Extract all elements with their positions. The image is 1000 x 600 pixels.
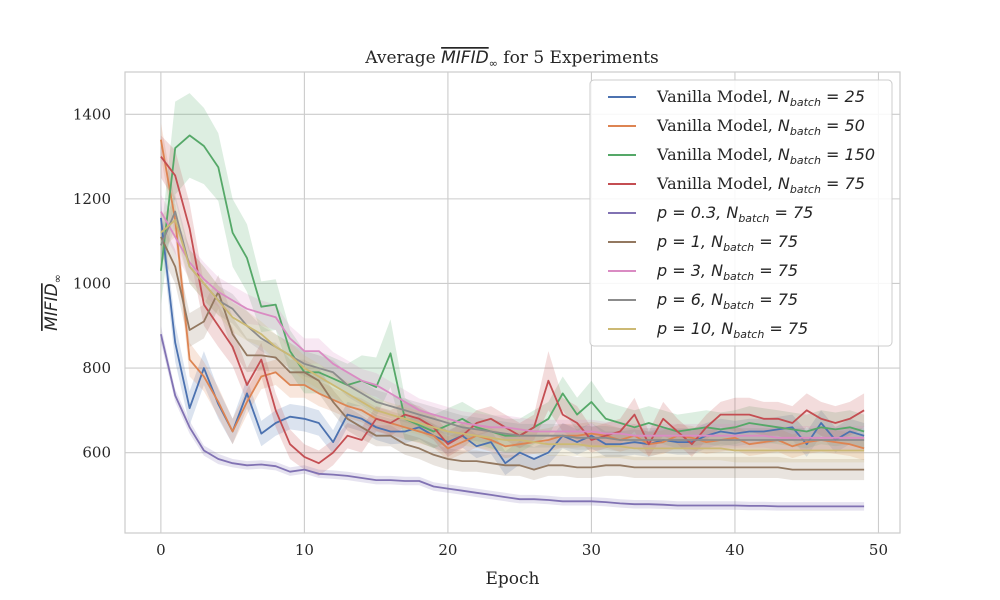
series-line-0 <box>160 217 865 465</box>
legend-label: p = 6, Nbatch = 75 <box>656 290 798 312</box>
y-tick-labels: 600 800 1000 1200 1400 <box>73 105 111 461</box>
series-line-1 <box>160 139 865 450</box>
series-line-6 <box>160 211 865 439</box>
legend-item: p = 6, Nbatch = 75 <box>608 290 798 312</box>
svg-text:MIFID∞: MIFID∞ <box>42 274 64 331</box>
y-tick-label: 1000 <box>73 274 111 292</box>
legend-item: Vanilla Model, Nbatch = 150 <box>608 145 875 167</box>
legend-label: p = 1, Nbatch = 75 <box>656 232 798 254</box>
confidence-bands <box>160 93 865 511</box>
series-line-2 <box>160 134 865 437</box>
legend-item: Vanilla Model, Nbatch = 75 <box>608 174 865 196</box>
y-tick-label: 1400 <box>73 105 111 123</box>
legend-box <box>589 79 893 347</box>
legend-label: Vanilla Model, Nbatch = 150 <box>656 145 875 167</box>
x-axis-label: Epoch <box>486 569 540 589</box>
y-tick-label: 800 <box>82 359 111 377</box>
y-tick-label: 600 <box>82 444 111 462</box>
series-line-5 <box>160 236 865 471</box>
legend-item: p = 3, Nbatch = 75 <box>608 261 798 283</box>
legend-label: Vanilla Model, Nbatch = 50 <box>656 116 865 138</box>
legend-item: Vanilla Model, Nbatch = 25 <box>608 87 865 109</box>
legend-label: p = 3, Nbatch = 75 <box>656 261 798 283</box>
legend-item: p = 1, Nbatch = 75 <box>608 232 798 254</box>
x-tick-label: 10 <box>295 541 314 559</box>
legend-label: p = 0.3, Nbatch = 75 <box>656 203 813 225</box>
chart-title: Average MIFID∞ for 5 Experiments <box>364 48 659 70</box>
x-tick-labels: 0 10 20 30 40 50 <box>156 541 888 559</box>
x-tick-label: 50 <box>869 541 888 559</box>
x-tick-label: 30 <box>582 541 601 559</box>
x-tick-label: 0 <box>156 541 166 559</box>
legend-label: Vanilla Model, Nbatch = 25 <box>656 87 865 109</box>
confidence-band-8 <box>160 203 865 463</box>
x-tick-label: 40 <box>725 541 744 559</box>
legend-item: p = 10, Nbatch = 75 <box>608 319 808 341</box>
legend-item: Vanilla Model, Nbatch = 50 <box>608 116 865 138</box>
legend: Vanilla Model, Nbatch = 25 Vanilla Model,… <box>589 79 893 347</box>
series-line-4 <box>160 333 865 508</box>
series-lines <box>160 134 865 508</box>
plot-frame <box>124 71 901 534</box>
legend-item: p = 0.3, Nbatch = 75 <box>608 203 813 225</box>
confidence-band-5 <box>160 220 865 481</box>
series-line-3 <box>160 156 865 465</box>
y-tick-label: 1200 <box>73 190 111 208</box>
legend-label: p = 10, Nbatch = 75 <box>656 319 808 341</box>
legend-label: Vanilla Model, Nbatch = 75 <box>656 174 865 196</box>
series-line-8 <box>160 219 865 452</box>
confidence-band-1 <box>160 122 865 461</box>
confidence-band-2 <box>160 93 865 453</box>
y-axis-label: MIFID∞ <box>42 274 64 331</box>
x-tick-label: 20 <box>438 541 457 559</box>
